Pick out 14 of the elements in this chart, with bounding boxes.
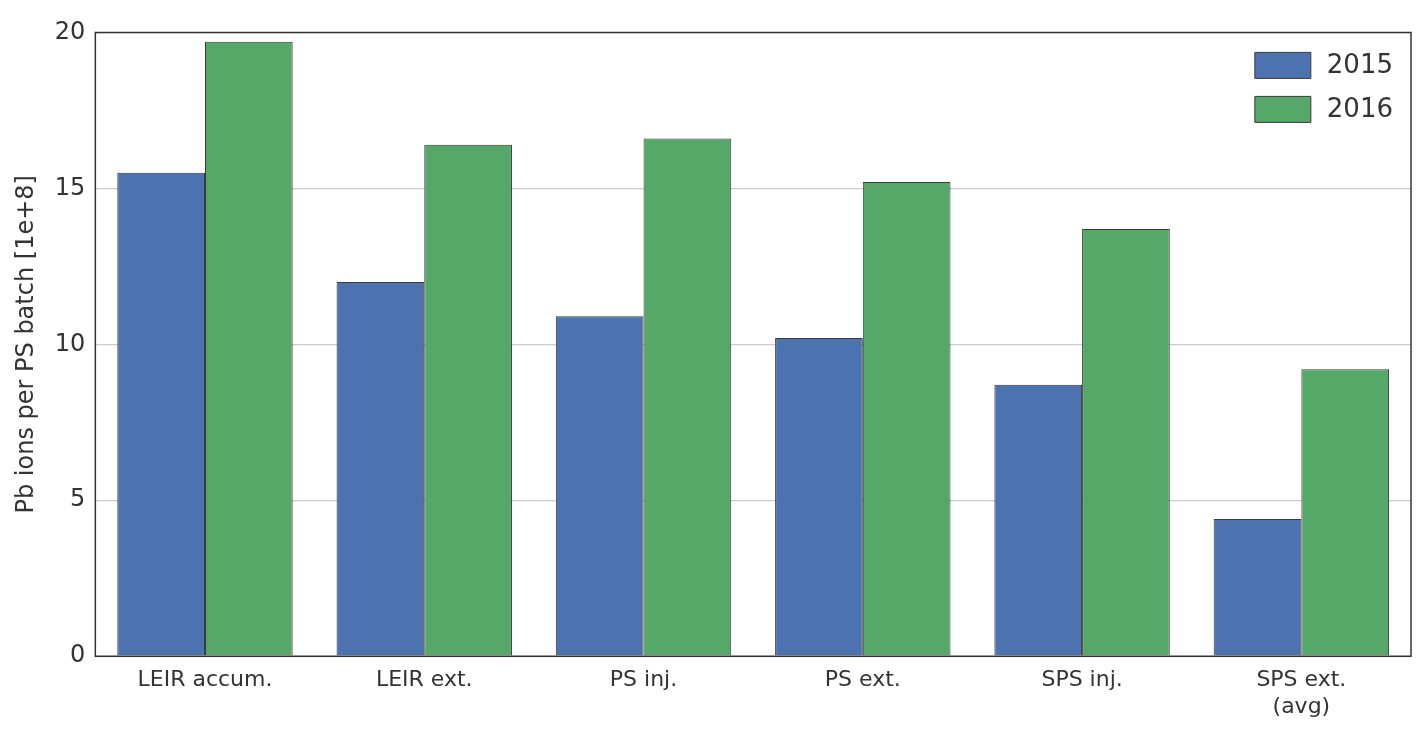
x-tick-label: PS inj. (609, 666, 678, 692)
x-tick-label: LEIR ext. (375, 666, 473, 692)
legend-label: 2015 (1326, 49, 1393, 80)
x-tick-label: PS ext. (824, 666, 901, 692)
x-tick-label: SPS ext. (avg) (1256, 666, 1347, 718)
x-tick-label: SPS inj. (1041, 666, 1123, 692)
legend-label: 2016 (1326, 93, 1393, 124)
y-axis-title: Pb ions per PS batch [1e+8] (10, 175, 39, 514)
y-tick-label: 0 (70, 640, 86, 669)
y-tick-label: 5 (70, 484, 86, 513)
y-tick-label: 10 (54, 328, 86, 357)
y-tick-label: 20 (54, 16, 86, 45)
y-tick-label: 15 (54, 172, 86, 201)
x-tick-label: LEIR accum. (137, 666, 273, 692)
